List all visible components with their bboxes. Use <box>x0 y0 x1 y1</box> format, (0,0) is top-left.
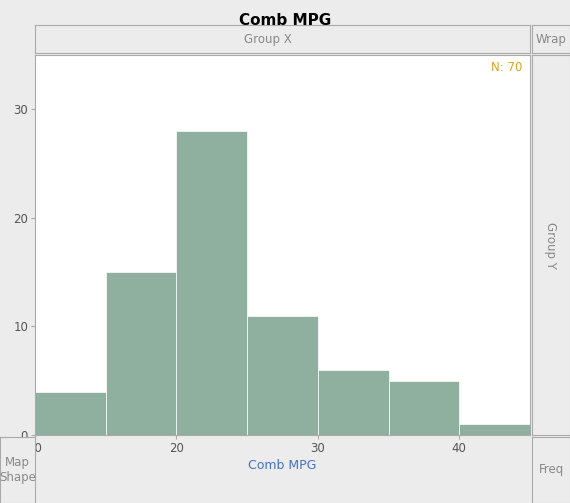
Bar <box>318 370 389 435</box>
Bar <box>105 272 177 435</box>
Text: Comb MPG: Comb MPG <box>239 13 331 28</box>
Text: Freq: Freq <box>539 463 564 476</box>
Bar <box>177 131 247 435</box>
Bar <box>35 391 105 435</box>
Text: Group Y: Group Y <box>544 221 557 269</box>
Bar <box>247 315 318 435</box>
Bar <box>459 424 530 435</box>
Bar <box>389 381 459 435</box>
Text: Group X: Group X <box>244 33 291 45</box>
Text: Map
Shape: Map Shape <box>0 456 36 484</box>
Text: N: 70: N: 70 <box>491 61 523 74</box>
Text: Wrap: Wrap <box>536 33 567 45</box>
X-axis label: Comb MPG: Comb MPG <box>249 459 317 472</box>
